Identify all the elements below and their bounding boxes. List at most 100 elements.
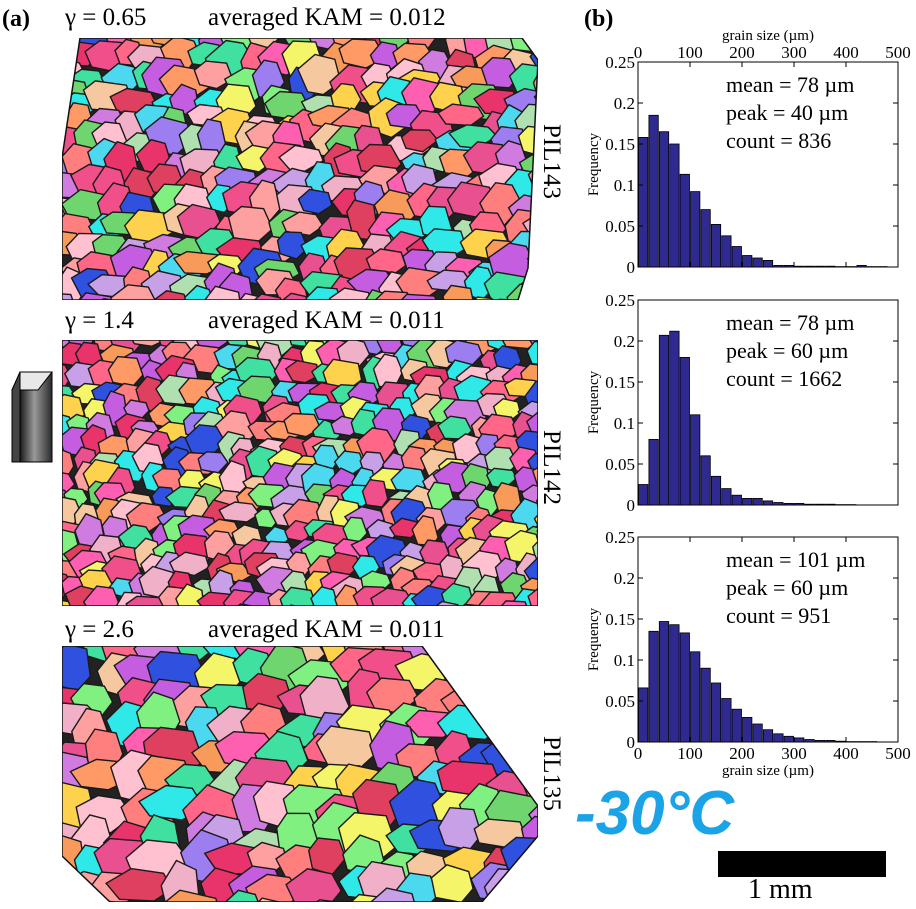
sample-label-3: PIL135 xyxy=(538,736,565,811)
histogram-bar xyxy=(794,737,805,743)
y-tick-label: 0.15 xyxy=(605,610,635,629)
grain-map-2-image xyxy=(62,340,538,606)
histogram-bar xyxy=(825,265,836,268)
histogram-bar xyxy=(690,651,701,743)
temperature-label: -30°C xyxy=(575,779,735,848)
y-tick-label: 0.15 xyxy=(605,135,635,154)
histogram-bar xyxy=(648,114,659,268)
histogram-bar xyxy=(814,503,826,506)
map-1-kam: averaged KAM = 0.012 xyxy=(208,4,446,31)
y-tick-label: 0.2 xyxy=(614,569,635,588)
histogram-bar xyxy=(804,265,815,268)
histogram-2: 0 0.05 0.1 0.15 0.2 0.25 Frequency mean = 78 µm… xyxy=(578,285,908,515)
x-tick-label: 100 xyxy=(677,744,703,763)
scale-bar xyxy=(718,851,886,877)
grain-map-2 xyxy=(62,340,538,606)
x-tick-label: 400 xyxy=(833,43,859,62)
map-3-gamma: γ = 2.6 xyxy=(65,616,134,643)
histogram-bar xyxy=(710,475,722,506)
x-tick-label: 500 xyxy=(885,43,911,62)
y-tick-label: 0.1 xyxy=(614,651,635,670)
stats-annotation: peak = 60 µm xyxy=(726,575,848,600)
x-tick-label: 0 xyxy=(634,43,643,62)
histogram-bar xyxy=(679,357,690,506)
histogram-bar xyxy=(731,494,742,506)
histogram-bar xyxy=(710,682,722,743)
histogram-bar xyxy=(783,502,794,506)
panel-b-label: (b) xyxy=(584,6,614,32)
histogram-2-svg: 0 0.05 0.1 0.15 0.2 0.25 Frequency mean = 78 µm… xyxy=(586,291,899,515)
x-tick-label: 500 xyxy=(885,744,911,763)
histogram-bar xyxy=(721,698,732,743)
stats-annotation: peak = 60 µm xyxy=(726,338,848,363)
stats-annotation: mean = 78 µm xyxy=(726,72,854,97)
y-axis-label: Frequency xyxy=(586,607,602,671)
histogram-bar xyxy=(731,246,742,268)
histogram-bar xyxy=(648,630,659,743)
y-tick-label: 0.25 xyxy=(605,291,635,310)
histogram-bar xyxy=(742,716,753,743)
histogram-bar xyxy=(700,667,711,743)
y-tick-label: 0.1 xyxy=(614,176,635,195)
histogram-bar xyxy=(835,740,846,743)
x-tick-label: 100 xyxy=(677,43,703,62)
histogram-bar xyxy=(658,334,670,506)
histogram-bar xyxy=(804,503,815,506)
histogram-bar xyxy=(742,255,753,268)
grain-map-1-image xyxy=(62,38,538,300)
histogram-bar xyxy=(804,739,815,743)
histogram-bar xyxy=(710,223,722,268)
panel-a-label: (a) xyxy=(2,6,30,32)
histogram-bar xyxy=(773,264,784,268)
x-tick-label: 400 xyxy=(833,744,859,763)
histogram-bar xyxy=(752,497,763,506)
sample-label-2: PIL142 xyxy=(538,430,565,505)
map-3-kam: averaged KAM = 0.011 xyxy=(208,616,445,643)
y-tick-label: 0.2 xyxy=(614,332,635,351)
histogram-bar xyxy=(825,739,836,743)
histogram-bar xyxy=(762,500,774,506)
y-tick-label: 0.05 xyxy=(605,455,635,474)
histogram-bar xyxy=(752,257,763,268)
x-tick-label: 200 xyxy=(729,744,755,763)
y-axis-label: Frequency xyxy=(586,132,602,196)
y-tick-label: 0 xyxy=(627,733,636,752)
stats-annotation: peak = 40 µm xyxy=(726,100,848,125)
histogram-bar xyxy=(658,621,670,743)
x-tick-label: 300 xyxy=(781,43,807,62)
map-2-gamma: γ = 1.4 xyxy=(65,307,134,334)
x-axis-label: grain size (µm) xyxy=(722,28,814,44)
histogram-bar xyxy=(783,735,794,743)
histogram-bar xyxy=(669,143,680,268)
x-tick-label: 0 xyxy=(634,744,643,763)
histogram-bar xyxy=(721,235,732,268)
histogram-3-svg: 0 0.05 0.1 0.15 0.2 0.25 0 100 200 300 400 500 grain… xyxy=(586,528,911,779)
histogram-bar xyxy=(794,502,805,506)
x-tick-label: 200 xyxy=(729,43,755,62)
histogram-bar xyxy=(648,438,659,506)
histogram-bar xyxy=(752,723,763,743)
x-tick-label: 300 xyxy=(781,744,807,763)
histogram-bar xyxy=(773,502,784,506)
histogram-1: 0 0.05 0.1 0.15 0.2 0.25 0 100 200 300 400 500 grain… xyxy=(578,10,911,280)
y-tick-label: 0 xyxy=(627,496,636,515)
histogram-bar xyxy=(856,264,867,268)
y-tick-label: 0.1 xyxy=(614,414,635,433)
y-tick-label: 0.25 xyxy=(605,528,635,547)
y-tick-label: 0.2 xyxy=(614,94,635,113)
histogram-bar xyxy=(814,739,826,743)
y-tick-label: 0.15 xyxy=(605,373,635,392)
histogram-bar xyxy=(690,191,701,268)
histogram-bar xyxy=(773,733,784,743)
histogram-1-svg: 00.050.10.150.20.250 100 200 300 400 500grain… xyxy=(586,28,911,277)
histogram-bar xyxy=(794,265,805,268)
x-axis-label: grain size (µm) xyxy=(722,763,814,779)
y-axis-label: Frequency xyxy=(586,370,602,434)
grain-map-3 xyxy=(62,646,538,902)
map-2-kam: averaged KAM = 0.011 xyxy=(208,307,445,334)
stats-annotation: count = 1662 xyxy=(726,366,842,391)
stats-annotation: mean = 101 µm xyxy=(726,547,865,572)
histogram-bar xyxy=(669,330,680,506)
histogram-bar xyxy=(690,414,701,506)
scale-bar-label: 1 mm xyxy=(748,874,813,905)
